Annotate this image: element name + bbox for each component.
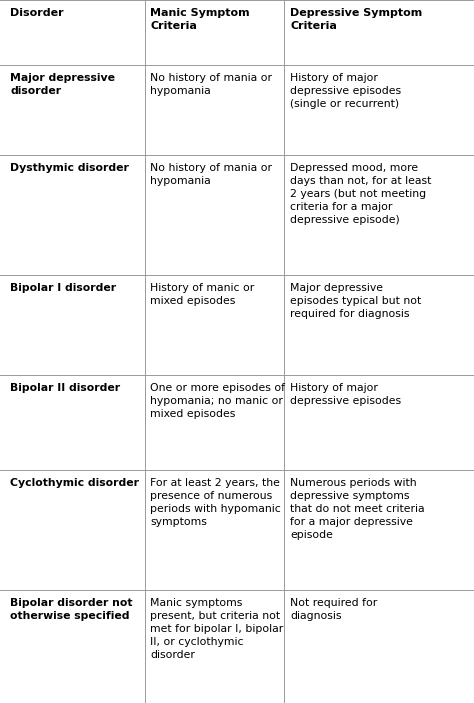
Text: History of major
depressive episodes: History of major depressive episodes — [290, 383, 401, 406]
Text: History of manic or
mixed episodes: History of manic or mixed episodes — [150, 283, 255, 307]
Text: Major depressive
disorder: Major depressive disorder — [10, 73, 116, 96]
Text: Not required for
diagnosis: Not required for diagnosis — [290, 598, 377, 621]
Text: Numerous periods with
depressive symptoms
that do not meet criteria
for a major : Numerous periods with depressive symptom… — [290, 479, 425, 540]
Text: One or more episodes of
hypomania; no manic or
mixed episodes: One or more episodes of hypomania; no ma… — [150, 383, 285, 419]
Text: Manic symptoms
present, but criteria not
met for bipolar I, bipolar
II, or cyclo: Manic symptoms present, but criteria not… — [150, 598, 283, 659]
Text: Major depressive
episodes typical but not
required for diagnosis: Major depressive episodes typical but no… — [290, 283, 421, 319]
Text: Manic Symptom
Criteria: Manic Symptom Criteria — [150, 8, 250, 31]
Text: Bipolar I disorder: Bipolar I disorder — [10, 283, 117, 293]
Text: No history of mania or
hypomania: No history of mania or hypomania — [150, 163, 272, 186]
Text: Cyclothymic disorder: Cyclothymic disorder — [10, 479, 139, 489]
Text: Disorder: Disorder — [10, 8, 64, 18]
Text: For at least 2 years, the
presence of numerous
periods with hypomanic
symptoms: For at least 2 years, the presence of nu… — [150, 479, 281, 527]
Text: Bipolar II disorder: Bipolar II disorder — [10, 383, 120, 394]
Text: Bipolar disorder not
otherwise specified: Bipolar disorder not otherwise specified — [10, 598, 133, 621]
Text: Depressed mood, more
days than not, for at least
2 years (but not meeting
criter: Depressed mood, more days than not, for … — [290, 163, 431, 225]
Text: History of major
depressive episodes
(single or recurrent): History of major depressive episodes (si… — [290, 73, 401, 109]
Text: No history of mania or
hypomania: No history of mania or hypomania — [150, 73, 272, 96]
Text: Depressive Symptom
Criteria: Depressive Symptom Criteria — [290, 8, 422, 31]
Text: Dysthymic disorder: Dysthymic disorder — [10, 163, 129, 174]
